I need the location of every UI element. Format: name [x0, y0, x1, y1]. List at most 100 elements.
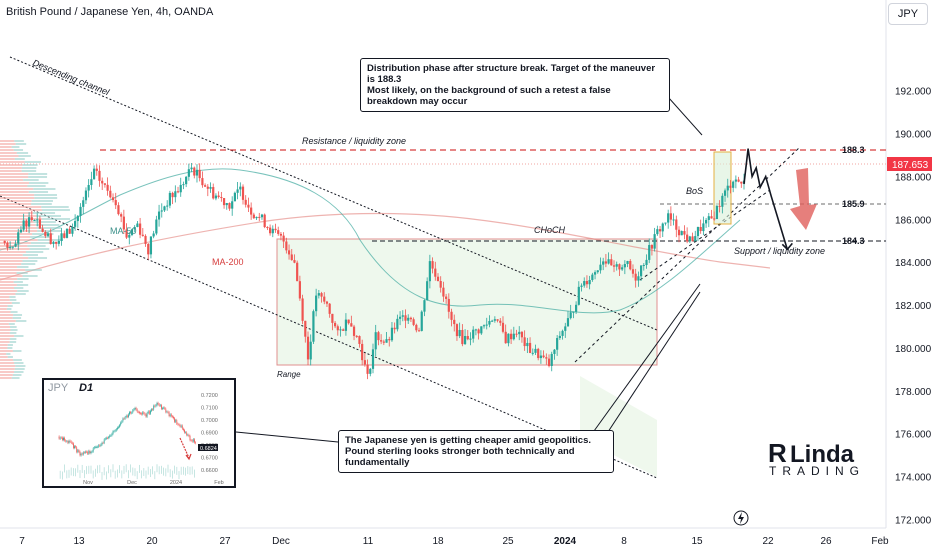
inset-candle-body	[68, 440, 70, 443]
volume-bar	[0, 206, 42, 208]
volume-bar	[13, 149, 24, 151]
volume-bar	[9, 332, 17, 334]
inset-volume	[121, 470, 123, 479]
inset-volume	[183, 466, 184, 475]
volume-bar	[0, 263, 22, 265]
candle-body	[52, 241, 55, 244]
volume-bar	[0, 236, 30, 238]
candle-body	[496, 319, 499, 321]
y-axis: 192.000 190.000 188.000 186.000 184.000 182.0…	[895, 87, 932, 527]
x-axis: 7 13 20 27 Dec 11 18 25 2024 8 15 22 26 Feb	[19, 536, 889, 547]
volume-bar	[27, 245, 46, 247]
inset-candle-body	[154, 405, 156, 407]
volume-bar	[0, 152, 17, 154]
volume-bar	[41, 206, 69, 208]
inset-volume	[132, 467, 134, 476]
volume-bar	[0, 248, 30, 250]
candle-body	[285, 241, 288, 251]
volume-bar	[28, 176, 48, 178]
candle-body	[404, 315, 407, 321]
candle-body	[60, 233, 63, 241]
ma-200-label: MA-200	[212, 257, 244, 267]
inset-chart: JPY D1 0.72000.71000.70000.69000.68000.6…	[42, 378, 236, 488]
volume-bar	[12, 374, 22, 376]
y-tick-label: 180.000	[895, 344, 932, 355]
candle-body	[331, 313, 334, 323]
chart-title: British Pound / Japanese Yen, 4h, OANDA	[6, 6, 214, 18]
resistance-label: Resistance / liquidity zone	[302, 136, 406, 146]
volume-bar	[0, 317, 13, 319]
volume-bar	[0, 254, 23, 256]
candle-body	[14, 243, 17, 247]
volume-bar	[25, 269, 42, 271]
inset-volume	[84, 470, 85, 479]
inset-y-tick: 0.7100	[201, 406, 218, 412]
currency-button[interactable]: JPY	[888, 3, 928, 25]
candle-body	[328, 303, 331, 314]
candle-body	[621, 267, 624, 270]
inset-candle-body	[86, 451, 87, 453]
candle-body	[501, 322, 505, 332]
volume-bar	[0, 215, 37, 217]
callout-distribution: Distribution phase after structure break…	[360, 58, 670, 112]
volume-bar	[10, 311, 18, 313]
inset-volume	[174, 465, 175, 474]
inset-candle-body	[88, 450, 90, 454]
candle-body	[79, 206, 82, 216]
inset-candle-body	[110, 435, 112, 437]
volume-bar	[0, 245, 28, 247]
volume-bar	[0, 224, 36, 226]
candle-body	[204, 185, 207, 187]
inset-candle-body	[65, 440, 67, 442]
inset-candle-body	[67, 441, 69, 443]
volume-bar	[0, 341, 10, 343]
inset-candle-body	[109, 435, 111, 438]
candle-body	[488, 320, 491, 325]
volume-bar	[33, 188, 56, 190]
volume-bar	[31, 203, 52, 205]
candle-body	[92, 168, 96, 180]
inset-candle-body	[90, 451, 92, 454]
candle-body	[220, 196, 223, 199]
range-zone	[276, 238, 658, 366]
volume-bar	[0, 335, 15, 337]
volume-bar	[14, 140, 24, 142]
candle-body	[491, 320, 494, 322]
candle-body	[201, 178, 204, 186]
candle-body	[688, 236, 691, 242]
inset-candle-body	[189, 435, 191, 441]
candle-body	[653, 234, 656, 249]
candle-body	[528, 342, 532, 353]
volume-bar	[12, 317, 22, 319]
candle-body	[458, 329, 461, 337]
candle-body	[312, 311, 315, 342]
volume-bar	[28, 191, 49, 193]
candle-body	[9, 246, 12, 248]
inset-candle-body	[74, 446, 75, 448]
volume-bar	[0, 374, 13, 376]
candle-body	[358, 336, 361, 344]
candle-body	[282, 235, 285, 242]
candle-body	[90, 179, 93, 186]
volume-bar	[0, 329, 11, 331]
inset-candle-body	[140, 413, 141, 414]
candle-body	[691, 236, 694, 242]
inset-candle-body	[152, 409, 153, 410]
candle-body	[390, 327, 394, 341]
inset-candle-body	[102, 442, 104, 444]
candle-body	[434, 268, 437, 277]
inset-candle-body	[96, 446, 97, 448]
candle-body	[423, 300, 426, 312]
candle-body	[27, 217, 31, 227]
candle-body	[76, 215, 79, 222]
candle-body	[596, 270, 599, 273]
inset-candle-body	[191, 440, 193, 442]
candle-body	[152, 233, 155, 237]
inset-candle-body	[69, 440, 71, 442]
volume-bar	[11, 377, 20, 379]
inset-timeframe: D1	[79, 382, 94, 394]
volume-bar	[0, 257, 29, 259]
volume-bar	[0, 212, 34, 214]
candle-body	[380, 340, 383, 342]
lightning-icon[interactable]	[733, 510, 749, 526]
